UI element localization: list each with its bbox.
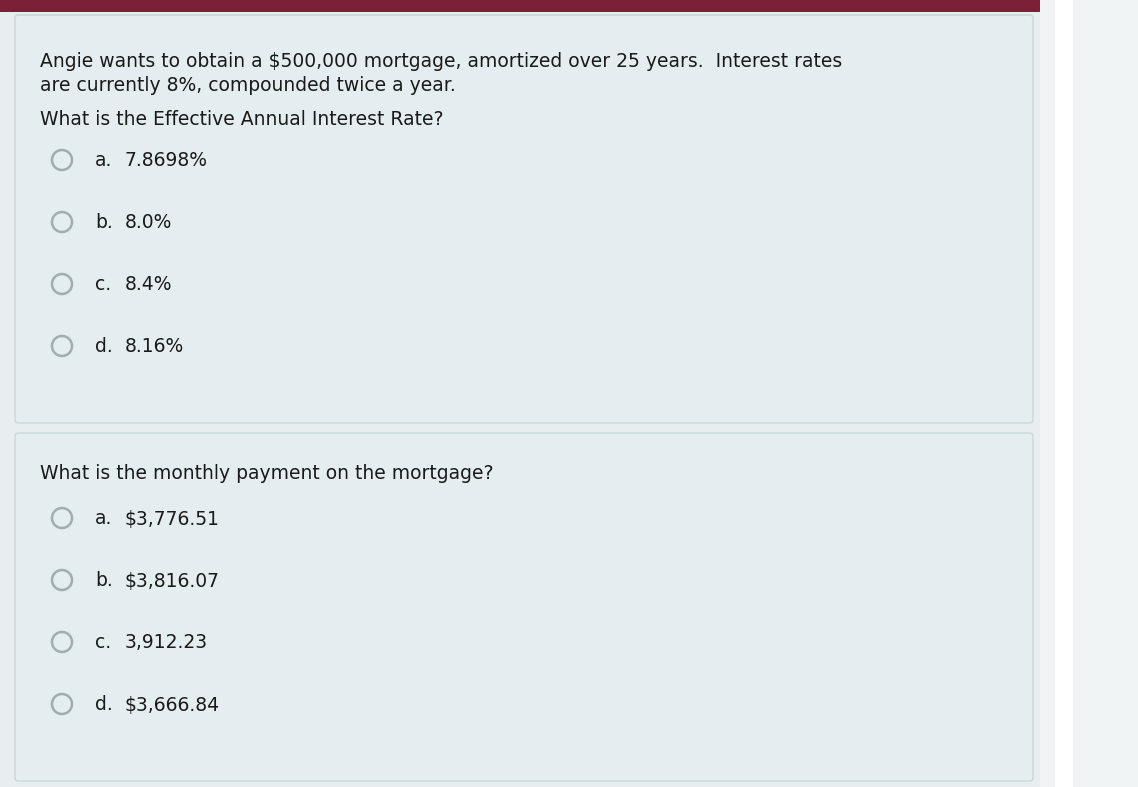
Text: 8.4%: 8.4% xyxy=(125,275,173,294)
Text: b.: b. xyxy=(94,571,113,590)
Text: c.: c. xyxy=(94,275,112,294)
FancyBboxPatch shape xyxy=(1055,0,1073,787)
Text: $3,776.51: $3,776.51 xyxy=(125,509,220,529)
Text: Angie wants to obtain a $500,000 mortgage, amortized over 25 years.  Interest ra: Angie wants to obtain a $500,000 mortgag… xyxy=(40,52,842,71)
FancyBboxPatch shape xyxy=(0,0,1138,12)
Text: What is the monthly payment on the mortgage?: What is the monthly payment on the mortg… xyxy=(40,464,494,483)
FancyBboxPatch shape xyxy=(15,15,1033,423)
Text: are currently 8%, compounded twice a year.: are currently 8%, compounded twice a yea… xyxy=(40,76,455,95)
Text: $3,666.84: $3,666.84 xyxy=(125,696,220,715)
Text: 8.16%: 8.16% xyxy=(125,338,184,357)
Text: d.: d. xyxy=(94,338,113,357)
Text: 7.8698%: 7.8698% xyxy=(125,152,208,171)
Text: d.: d. xyxy=(94,696,113,715)
FancyBboxPatch shape xyxy=(1040,0,1138,787)
Text: 8.0%: 8.0% xyxy=(125,213,172,232)
Text: 3,912.23: 3,912.23 xyxy=(125,634,208,652)
Text: a.: a. xyxy=(94,152,113,171)
Text: c.: c. xyxy=(94,634,112,652)
Text: a.: a. xyxy=(94,509,113,529)
Text: b.: b. xyxy=(94,213,113,232)
FancyBboxPatch shape xyxy=(15,433,1033,781)
Text: $3,816.07: $3,816.07 xyxy=(125,571,220,590)
Text: What is the Effective Annual Interest Rate?: What is the Effective Annual Interest Ra… xyxy=(40,110,444,129)
